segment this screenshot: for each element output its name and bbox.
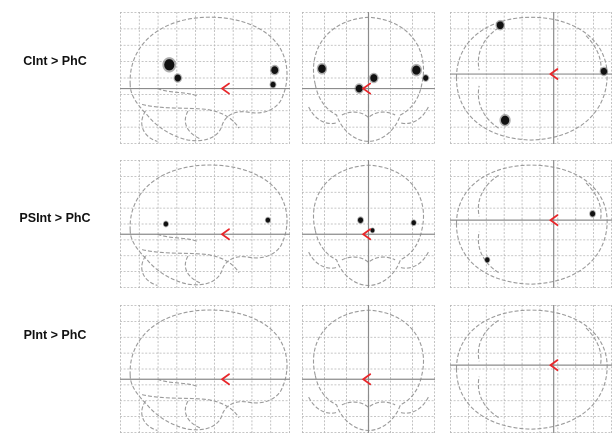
cursor-arrow-icon bbox=[548, 214, 559, 227]
panel-pint-sagittal bbox=[120, 305, 290, 433]
activation-cluster bbox=[318, 64, 326, 73]
activation-cluster bbox=[600, 67, 608, 75]
brain-outline-path bbox=[586, 328, 601, 364]
brain-outline-path bbox=[342, 257, 395, 262]
brain-outline-path bbox=[142, 256, 158, 285]
brain-outline-path bbox=[142, 250, 239, 273]
cursor-arrow-icon bbox=[548, 68, 559, 80]
cursor-arrow-icon bbox=[220, 228, 230, 241]
brain-outline-path bbox=[157, 234, 198, 242]
brain-outline bbox=[456, 310, 607, 429]
activation-cluster bbox=[423, 75, 429, 81]
brain-outline-path bbox=[342, 112, 395, 118]
brain-outline-path bbox=[400, 397, 428, 413]
brain-outline-path bbox=[130, 310, 287, 430]
brain-outline-path bbox=[400, 107, 428, 124]
glass-brain-coronal-pint bbox=[302, 305, 435, 433]
brain-outline-path bbox=[456, 310, 607, 429]
activation-cluster bbox=[590, 210, 596, 217]
brain-outline-path bbox=[478, 175, 498, 216]
brain-outline-path bbox=[342, 402, 395, 407]
glass-brain-axial-psint bbox=[450, 160, 612, 288]
activation-cluster bbox=[485, 257, 490, 263]
glass-brain-axial-cint bbox=[450, 12, 612, 144]
panel-pint-coronal bbox=[302, 305, 435, 433]
brain-outline bbox=[456, 165, 607, 284]
activation-cluster bbox=[163, 221, 169, 227]
brain-outline bbox=[456, 17, 607, 140]
brain-outline-path bbox=[185, 111, 200, 139]
brain-outline bbox=[309, 310, 429, 430]
brain-outline bbox=[130, 17, 287, 141]
brain-outline-path bbox=[130, 17, 287, 141]
activation-cluster bbox=[412, 65, 421, 75]
brain-outline-path bbox=[478, 377, 498, 418]
brain-outline-path bbox=[185, 256, 200, 283]
glass-brain-coronal-psint bbox=[302, 160, 435, 288]
brain-outline-path bbox=[456, 165, 607, 284]
brain-outline-path bbox=[478, 320, 498, 361]
brain-outline-path bbox=[313, 165, 423, 285]
brain-outline-path bbox=[142, 401, 158, 430]
brain-outline-path bbox=[142, 104, 239, 128]
activation-cluster bbox=[370, 228, 375, 233]
brain-outline-path bbox=[478, 28, 498, 70]
activation-cluster bbox=[500, 115, 510, 125]
brain-outline-path bbox=[309, 252, 337, 268]
cursor-arrow-icon bbox=[361, 228, 372, 241]
activation-cluster bbox=[496, 21, 504, 30]
brain-outline-path bbox=[400, 252, 428, 268]
brain-outline bbox=[309, 165, 429, 285]
brain-outline-path bbox=[130, 165, 287, 285]
contrast-label-psint: PSInt > PhC bbox=[19, 211, 91, 225]
cursor-arrow-icon bbox=[220, 82, 230, 95]
brain-outline bbox=[130, 310, 287, 430]
glass-brain-sagittal-psint bbox=[120, 160, 290, 288]
panel-cint-sagittal bbox=[120, 12, 290, 144]
glass-brain-axial-pint bbox=[450, 305, 612, 433]
brain-outline-path bbox=[586, 183, 601, 219]
activation-cluster bbox=[370, 74, 378, 82]
glass-brain-sagittal-cint bbox=[120, 12, 290, 144]
glass-brain-sagittal-pint bbox=[120, 305, 290, 433]
brain-outline-path bbox=[309, 107, 337, 124]
panel-cint-axial bbox=[450, 12, 612, 144]
activation-cluster bbox=[271, 66, 279, 74]
activation-cluster bbox=[164, 59, 175, 71]
cursor-arrow-icon bbox=[361, 373, 372, 386]
activation-cluster bbox=[411, 220, 416, 226]
panel-psint-axial bbox=[450, 160, 612, 288]
cursor-arrow-icon bbox=[220, 373, 230, 386]
brain-outline-path bbox=[309, 397, 337, 413]
contrast-label-cint: CInt > PhC bbox=[23, 54, 87, 68]
brain-outline-path bbox=[313, 17, 423, 141]
brain-outline-path bbox=[185, 401, 200, 428]
glass-brain-coronal-cint bbox=[302, 12, 435, 144]
brain-outline-path bbox=[478, 86, 498, 128]
activation-cluster bbox=[355, 84, 363, 93]
activation-cluster bbox=[265, 217, 271, 223]
brain-outline-path bbox=[142, 395, 239, 418]
panel-psint-sagittal bbox=[120, 160, 290, 288]
activation-cluster bbox=[270, 81, 276, 88]
activation-cluster bbox=[357, 217, 364, 223]
brain-outline-path bbox=[478, 232, 498, 273]
panel-pint-axial bbox=[450, 305, 612, 433]
brain-outline-path bbox=[142, 111, 158, 141]
brain-outline-path bbox=[157, 379, 198, 387]
activation-cluster bbox=[174, 74, 181, 82]
panel-cint-coronal bbox=[302, 12, 435, 144]
contrast-label-pint: PInt > PhC bbox=[23, 328, 87, 342]
brain-outline-path bbox=[157, 89, 198, 97]
cursor-arrow-icon bbox=[361, 82, 372, 95]
brain-outline bbox=[130, 165, 287, 285]
cursor-arrow-icon bbox=[548, 359, 559, 372]
panel-psint-coronal bbox=[302, 160, 435, 288]
brain-outline-path bbox=[456, 17, 607, 140]
brain-outline-path bbox=[313, 310, 423, 430]
